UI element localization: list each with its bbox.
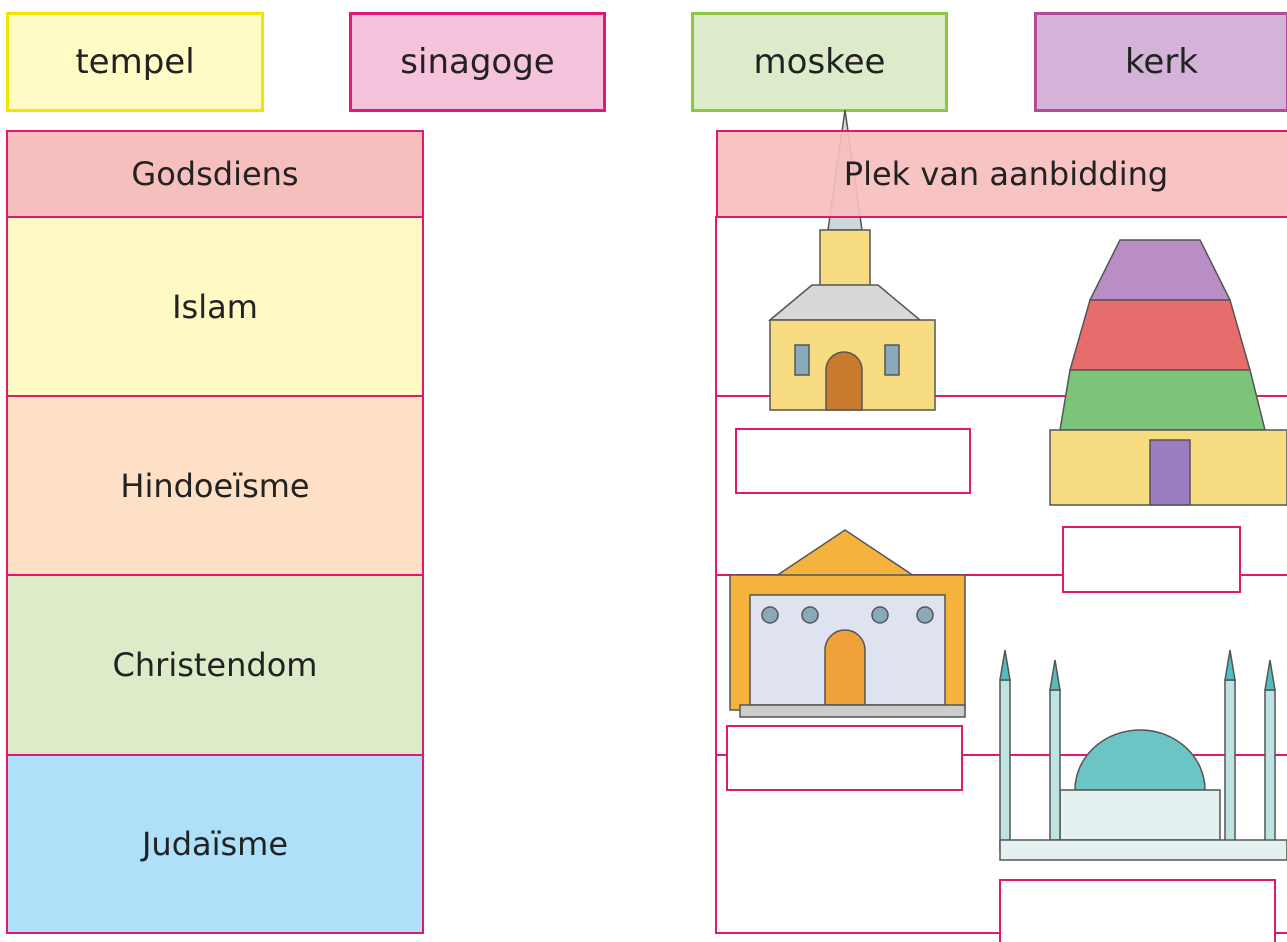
mosque-image xyxy=(999,649,1287,861)
table-header: Godsdiens xyxy=(6,130,424,218)
temple-image xyxy=(1049,239,1287,506)
religion-cell: Christendom xyxy=(6,574,424,756)
table-header: Plek van aanbidding xyxy=(716,130,1287,218)
religion-cell: Hindoeïsme xyxy=(6,395,424,576)
word-card[interactable]: sinagoge xyxy=(349,12,606,112)
religion-cell: Judaïsme xyxy=(6,754,424,934)
word-card[interactable]: kerk xyxy=(1034,12,1287,112)
answer-box[interactable] xyxy=(1062,526,1241,593)
answer-box[interactable] xyxy=(999,879,1276,942)
word-card[interactable]: moskee xyxy=(691,12,948,112)
word-card[interactable]: tempel xyxy=(6,12,264,112)
synagogue-image xyxy=(729,529,966,718)
religion-cell: Islam xyxy=(6,216,424,397)
answer-box[interactable] xyxy=(726,725,963,791)
answer-box[interactable] xyxy=(735,428,971,494)
